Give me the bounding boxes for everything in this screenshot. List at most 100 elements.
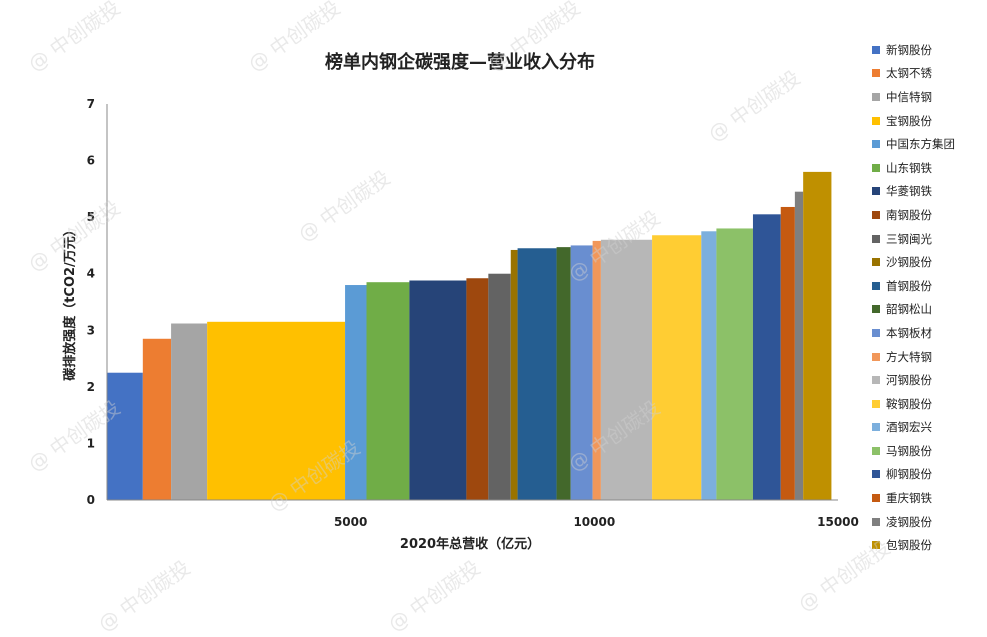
y-tick-label-2: 2 [87, 380, 95, 394]
legend-swatch [872, 376, 880, 385]
legend-item-18: 马钢股份 [872, 439, 955, 463]
legend-label: 鞍钢股份 [886, 396, 932, 411]
chart-legend: 新钢股份太钢不锈中信特钢宝钢股份中国东方集团 山东钢铁华菱钢铁南钢股份三钢闽光沙钢… [872, 38, 955, 557]
legend-swatch [872, 494, 880, 503]
y-tick-label-4: 4 [87, 267, 95, 281]
bar-16 [652, 235, 702, 500]
legend-label: 三钢闽光 [886, 231, 932, 246]
bar-3 [171, 323, 208, 500]
bar-14 [592, 240, 601, 500]
legend-label: 中信特钢 [886, 89, 932, 104]
legend-swatch [872, 116, 880, 125]
legend-item-11: 首钢股份 [872, 274, 955, 298]
legend-label: 中国东方集团 [886, 137, 955, 152]
legend-swatch [872, 92, 880, 101]
x-axis-label: 2020年总营收（亿元） [400, 536, 540, 552]
legend-swatch [872, 470, 880, 479]
legend-swatch [872, 352, 880, 361]
legend-swatch [872, 163, 880, 172]
legend-label: 华菱钢铁 [886, 184, 932, 199]
bar-5 [345, 285, 367, 500]
bar-18 [716, 228, 753, 500]
legend-item-5: 中国东方集团 [872, 132, 955, 156]
legend-swatch [872, 399, 880, 408]
chart-canvas: 榜单内钢企碳强度—营业收入分布 0 1 2 3 4 5 6 7 5000 10000 15000 202… [62, 51, 859, 552]
legend-label: 太钢不锈 [886, 66, 932, 81]
legend-item-14: 方大特钢 [872, 345, 955, 369]
legend-swatch [872, 328, 880, 337]
legend-item-17: 酒钢宏兴 [872, 416, 955, 440]
x-tick-label-10000: 10000 [573, 515, 615, 529]
bar-19 [752, 214, 781, 501]
legend-item-2: 太钢不锈 [872, 62, 955, 86]
legend-item-19: 柳钢股份 [872, 463, 955, 487]
legend-item-12: 韶钢松山 [872, 298, 955, 322]
legend-item-7: 华菱钢铁 [872, 180, 955, 204]
legend-item-8: 南钢股份 [872, 203, 955, 227]
bar-11 [517, 248, 557, 500]
y-tick-label-5: 5 [87, 210, 95, 224]
legend-item-21: 凌钢股份 [872, 510, 955, 534]
legend-item-6: 山东钢铁 [872, 156, 955, 180]
bar-7 [409, 280, 467, 500]
y-tick-label-1: 1 [87, 436, 95, 450]
legend-swatch [872, 140, 880, 149]
legend-swatch [872, 258, 880, 267]
legend-item-13: 本钢板材 [872, 321, 955, 345]
legend-label: 宝钢股份 [886, 113, 932, 128]
legend-label: 柳钢股份 [886, 467, 932, 482]
legend-swatch [872, 541, 880, 550]
bar-1 [107, 372, 143, 500]
legend-swatch [872, 234, 880, 243]
legend-label: 重庆钢铁 [886, 491, 932, 506]
bar-10 [510, 249, 518, 500]
legend-swatch [872, 305, 880, 314]
legend-swatch [872, 210, 880, 219]
bar-17 [701, 231, 717, 501]
legend-item-15: 河钢股份 [872, 368, 955, 392]
legend-swatch [872, 69, 880, 78]
legend-label: 本钢板材 [886, 325, 932, 340]
legend-label: 韶钢松山 [886, 302, 932, 317]
legend-item-1: 新钢股份 [872, 38, 955, 62]
bar-20 [780, 206, 795, 500]
bar-9 [488, 273, 511, 500]
legend-label: 方大特钢 [886, 349, 932, 364]
legend-swatch [872, 187, 880, 196]
legend-swatch [872, 446, 880, 455]
bar-2 [142, 338, 172, 500]
legend-label: 包钢股份 [886, 538, 932, 553]
legend-label: 首钢股份 [886, 278, 932, 293]
y-tick-label-3: 3 [87, 323, 95, 337]
legend-label: 南钢股份 [886, 207, 932, 222]
bar-4 [207, 321, 346, 500]
bar-15 [600, 239, 653, 500]
legend-item-16: 鞍钢股份 [872, 392, 955, 416]
legend-label: 凌钢股份 [886, 514, 932, 529]
y-tick-label-7: 7 [87, 97, 95, 111]
legend-item-10: 沙钢股份 [872, 250, 955, 274]
x-tick-label-5000: 5000 [334, 515, 367, 529]
legend-label: 新钢股份 [886, 42, 932, 57]
legend-item-9: 三钢闽光 [872, 227, 955, 251]
legend-label: 山东钢铁 [886, 160, 932, 175]
legend-item-20: 重庆钢铁 [872, 486, 955, 510]
legend-swatch [872, 423, 880, 432]
legend-item-22: 包钢股份 [872, 533, 955, 557]
chart-title: 榜单内钢企碳强度—营业收入分布 [325, 51, 595, 73]
legend-label: 沙钢股份 [886, 255, 932, 270]
legend-item-3: 中信特钢 [872, 85, 955, 109]
legend-label: 马钢股份 [886, 443, 932, 458]
bar-8 [466, 278, 489, 500]
bar-13 [570, 245, 593, 500]
legend-swatch [872, 281, 880, 290]
legend-item-4: 宝钢股份 [872, 109, 955, 133]
bar-6 [366, 282, 410, 500]
bar-21 [794, 191, 804, 500]
y-axis-label: 碳排放强度（tCO2/万元） [62, 223, 78, 381]
y-tick-label-6: 6 [87, 154, 95, 168]
legend-swatch [872, 517, 880, 526]
legend-label: 酒钢宏兴 [886, 420, 932, 435]
y-tick-label-0: 0 [87, 493, 95, 507]
bar-12 [556, 247, 571, 500]
